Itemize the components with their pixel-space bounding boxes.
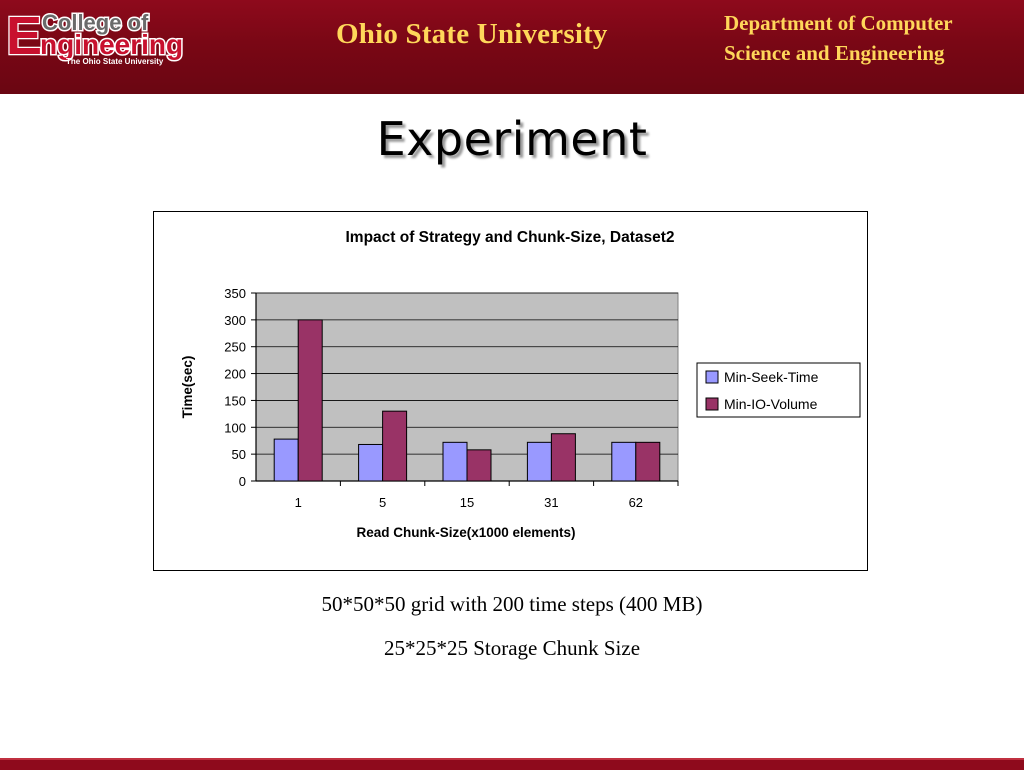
legend-swatch — [705, 370, 719, 384]
x-tick-label: 5 — [379, 495, 386, 510]
bar-min-io-volume — [382, 410, 408, 482]
caption-dataset: 50*50*50 grid with 200 time steps (400 M… — [321, 592, 703, 616]
y-tick-label: 150 — [224, 393, 246, 408]
y-tick-label: 200 — [224, 367, 246, 382]
legend-entry: Min-IO-Volume — [724, 396, 818, 412]
caption-chunk-size: 25*25*25 Storage Chunk Size — [383, 636, 641, 660]
bar-min-seek-time — [442, 441, 468, 482]
college-of-engineering-logo: E College of ngineering The Ohio State U… — [5, 5, 185, 66]
y-tick-label: 250 — [224, 340, 246, 355]
university-title: Ohio State University — [336, 18, 608, 50]
y-axis-label: Time(sec) — [180, 356, 195, 419]
bar-chart: Impact of Strategy and Chunk-Size, Datas… — [180, 229, 861, 540]
slide-header: E College of ngineering The Ohio State U… — [0, 0, 1024, 94]
legend-box — [696, 362, 861, 418]
y-tick-label: 0 — [239, 474, 246, 489]
logo-engineering: ngineering — [40, 29, 183, 60]
footer-bar — [0, 758, 1024, 770]
bar-min-io-volume — [297, 319, 323, 482]
x-tick-label: 1 — [295, 495, 302, 510]
legend-entry: Min-Seek-Time — [724, 369, 819, 385]
department-name: Department of Computer Science and Engin… — [724, 8, 1020, 68]
x-tick-label: 62 — [629, 495, 643, 510]
bar-min-seek-time — [611, 441, 637, 482]
logo-subtitle: The Ohio State University — [66, 57, 164, 66]
chart-title: Impact of Strategy and Chunk-Size, Datas… — [345, 229, 674, 246]
y-tick-label: 350 — [224, 286, 246, 301]
chart-container: Impact of Strategy and Chunk-Size, Datas… — [153, 211, 868, 571]
y-tick-label: 300 — [224, 313, 246, 328]
bar-min-seek-time — [526, 441, 552, 482]
x-axis-label: Read Chunk-Size(x1000 elements) — [356, 525, 575, 540]
logo-letter: E — [6, 6, 42, 66]
legend-swatch — [705, 397, 719, 411]
department-line-2: Science and Engineering — [724, 41, 945, 65]
y-tick-label: 50 — [232, 447, 246, 462]
x-tick-label: 15 — [460, 495, 474, 510]
y-tick-label: 100 — [224, 420, 246, 435]
bar-min-seek-time — [273, 438, 299, 482]
slide-title: Experiment — [376, 112, 648, 166]
x-tick-label: 31 — [544, 495, 558, 510]
bar-min-seek-time — [358, 443, 384, 482]
logo-college-of: College of — [42, 10, 149, 35]
bar-min-io-volume — [466, 449, 492, 482]
bar-min-io-volume — [635, 441, 661, 482]
department-line-1: Department of Computer — [724, 11, 953, 35]
bar-min-io-volume — [550, 433, 576, 482]
